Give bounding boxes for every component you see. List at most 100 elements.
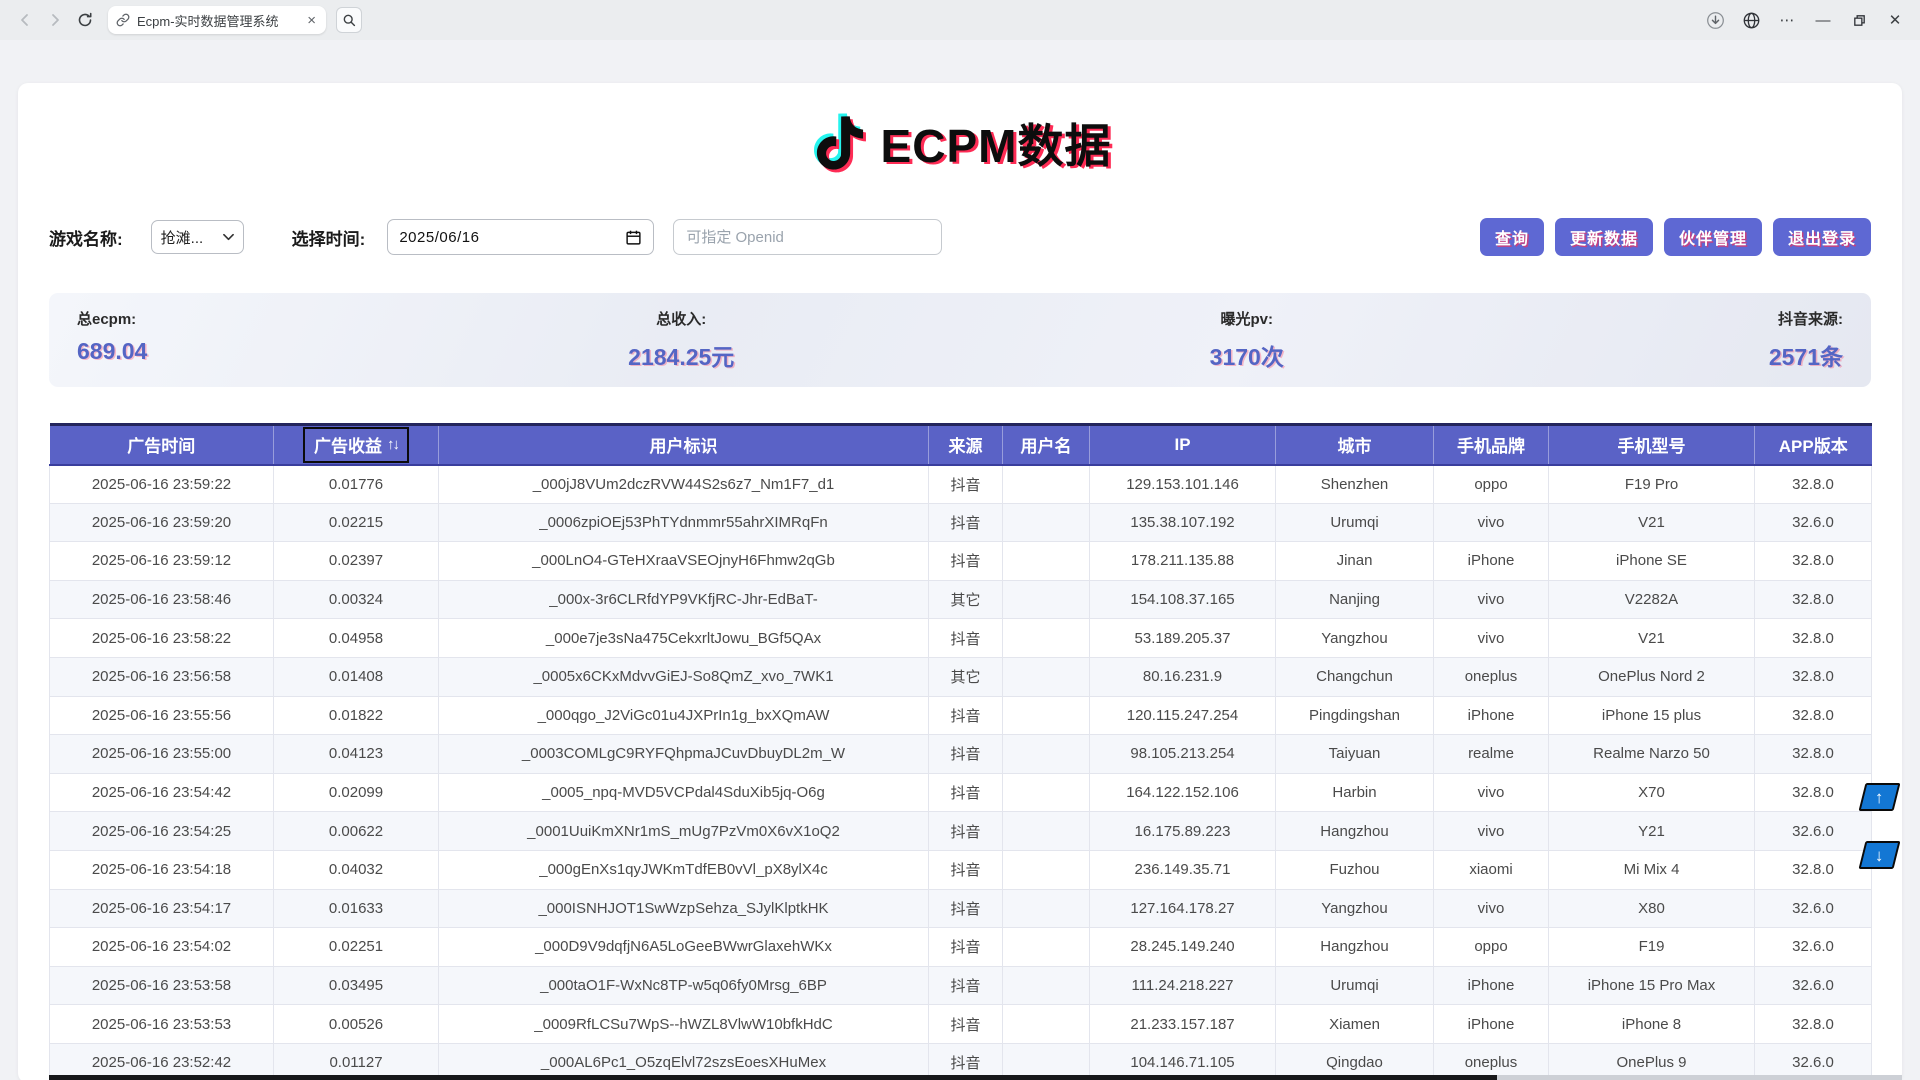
table-cell: xiaomi xyxy=(1433,850,1549,890)
table-cell: 抖音 xyxy=(928,503,1003,543)
table-cell: 抖音 xyxy=(928,541,1003,581)
header-phone-brand: 手机品牌 xyxy=(1433,424,1549,466)
table-body: 2025-06-16 23:59:22 0.01776 _000jJ8VUm2dcz… xyxy=(49,464,1872,1080)
table-cell: 0.00526 xyxy=(273,1004,439,1044)
table-cell: 32.6.0 xyxy=(1754,927,1872,967)
table-cell: 80.16.231.9 xyxy=(1089,657,1276,697)
header-phone-model: 手机型号 xyxy=(1548,424,1755,466)
table-cell: 32.6.0 xyxy=(1754,966,1872,1006)
game-select[interactable]: 抢滩... xyxy=(150,220,244,254)
table-cell: 129.153.101.146 xyxy=(1089,464,1276,504)
forward-icon[interactable] xyxy=(42,7,68,33)
table-cell xyxy=(1002,966,1090,1006)
table-cell: 0.01822 xyxy=(273,696,439,736)
table-cell: vivo xyxy=(1433,889,1549,929)
sort-arrows-icon: ↑↓ xyxy=(387,435,400,453)
table-cell: Taiyuan xyxy=(1275,734,1434,774)
stats-bar: 总ecpm: 689.04 总收入: 2184.25元 曝光pv: 3170次 … xyxy=(49,293,1871,387)
logout-button[interactable]: 退出登录 xyxy=(1772,218,1871,256)
table-cell: 53.189.205.37 xyxy=(1089,618,1276,658)
partner-management-button[interactable]: 伙伴管理 xyxy=(1663,218,1762,256)
date-input[interactable]: 2025/06/16 xyxy=(387,219,655,255)
link-icon xyxy=(116,13,130,27)
query-button[interactable]: 查询 xyxy=(1479,218,1544,256)
table-row: 2025-06-16 23:59:12 0.02397 _000LnO4-GTeHX… xyxy=(49,541,1872,581)
close-icon[interactable]: ✕ xyxy=(1888,12,1902,29)
update-data-button[interactable]: 更新数据 xyxy=(1554,218,1653,256)
back-icon[interactable] xyxy=(12,7,38,33)
table-cell: 0.01633 xyxy=(273,889,439,929)
menu-ellipsis-icon[interactable]: ⋯ xyxy=(1779,12,1795,29)
table-cell: 2025-06-16 23:53:58 xyxy=(49,966,274,1006)
tab-title: Ecpm-实时数据管理系统 xyxy=(137,13,279,29)
time-label: 选择时间: xyxy=(291,229,366,249)
table-cell: 其它 xyxy=(928,657,1003,697)
table-cell: _000qgo_J2ViGc01u4JXPrIn1g_bxXQmAW xyxy=(438,696,929,736)
search-icon[interactable] xyxy=(336,7,362,33)
table-cell: 32.8.0 xyxy=(1754,850,1872,890)
sort-box[interactable]: 广告收益 ↑↓ xyxy=(303,426,409,463)
game-select-value: 抢滩... xyxy=(160,229,204,247)
table-cell: iPhone 15 plus xyxy=(1548,696,1755,736)
table-cell: 2025-06-16 23:54:42 xyxy=(49,773,274,813)
table-cell: _000taO1F-WxNc8TP-w5q06fy0Mrsg_6BP xyxy=(438,966,929,1006)
table-row: 2025-06-16 23:54:17 0.01633 _000ISNHJOT1Sw… xyxy=(49,889,1872,929)
browser-tab[interactable]: Ecpm-实时数据管理系统 × xyxy=(108,6,326,34)
table-cell: vivo xyxy=(1433,580,1549,620)
table-row: 2025-06-16 23:54:42 0.02099 _0005_npq-MVD5… xyxy=(49,773,1872,813)
table-cell: 2025-06-16 23:56:58 xyxy=(49,657,274,697)
table-cell xyxy=(1002,696,1090,736)
table-cell: Y21 xyxy=(1548,811,1755,851)
table-cell: OnePlus Nord 2 xyxy=(1548,657,1755,697)
table-cell: _000ISNHJOT1SwWzpSehza_SJylKlptkHK xyxy=(438,889,929,929)
table-cell: 0.02099 xyxy=(273,773,439,813)
table-row: 2025-06-16 23:59:22 0.01776 _000jJ8VUm2dcz… xyxy=(49,464,1872,504)
table-cell xyxy=(1002,773,1090,813)
header-ad-revenue-sort[interactable]: 广告收益 ↑↓ xyxy=(273,424,439,466)
table-cell: Urumqi xyxy=(1275,966,1434,1006)
table-row: 2025-06-16 23:56:58 0.01408 _0005x6CKxMdvv… xyxy=(49,657,1872,697)
table-cell: 2025-06-16 23:54:25 xyxy=(49,811,274,851)
table-cell: 其它 xyxy=(928,580,1003,620)
table-cell: 32.6.0 xyxy=(1754,1043,1872,1080)
table-cell: 32.8.0 xyxy=(1754,580,1872,620)
globe-icon[interactable] xyxy=(1736,6,1766,34)
table-cell: OnePlus 9 xyxy=(1548,1043,1755,1080)
table-cell: Realme Narzo 50 xyxy=(1548,734,1755,774)
tab-close-icon[interactable]: × xyxy=(307,11,316,29)
minimize-icon[interactable]: — xyxy=(1815,11,1831,29)
reload-icon[interactable] xyxy=(72,7,98,33)
table-cell: realme xyxy=(1433,734,1549,774)
table-cell: 0.00324 xyxy=(273,580,439,620)
table-row: 2025-06-16 23:58:22 0.04958 _000e7je3sNa47… xyxy=(49,618,1872,658)
table-cell xyxy=(1002,811,1090,851)
download-icon[interactable] xyxy=(1700,6,1730,34)
header-username: 用户名 xyxy=(1002,424,1090,466)
scroll-down-button[interactable]: ↓ xyxy=(1858,841,1901,869)
horizontal-scrollbar-thumb[interactable] xyxy=(49,1075,1497,1080)
table-cell: 32.8.0 xyxy=(1754,773,1872,813)
table-cell: Mi Mix 4 xyxy=(1548,850,1755,890)
scroll-up-button[interactable]: ↑ xyxy=(1858,783,1901,811)
table-cell: _0006zpiOEj53PhTYdnmmr55ahrXIMRqFn xyxy=(438,503,929,543)
restore-icon[interactable] xyxy=(1844,6,1874,34)
table-row: 2025-06-16 23:54:18 0.04032 _000gEnXs1qyJW… xyxy=(49,850,1872,890)
game-name-label: 游戏名称: xyxy=(49,229,123,249)
table-cell: oneplus xyxy=(1433,657,1549,697)
table-cell: vivo xyxy=(1433,773,1549,813)
table-cell: 154.108.37.165 xyxy=(1089,580,1276,620)
table-cell: _0005x6CKxMdvvGiEJ-So8QmZ_xvo_7WK1 xyxy=(438,657,929,697)
table-cell: oppo xyxy=(1433,927,1549,967)
table-row: 2025-06-16 23:55:56 0.01822 _000qgo_J2ViGc… xyxy=(49,696,1872,736)
table-cell: 0.01408 xyxy=(273,657,439,697)
table-cell: 2025-06-16 23:59:22 xyxy=(49,464,274,504)
table-cell: Jinan xyxy=(1275,541,1434,581)
table-row: 2025-06-16 23:53:53 0.00526 _0009RfLCSu7Wp… xyxy=(49,1004,1872,1044)
table-cell: 236.149.35.71 xyxy=(1089,850,1276,890)
table-cell: Hangzhou xyxy=(1275,927,1434,967)
header-ad-time: 广告时间 xyxy=(49,424,274,466)
openid-input[interactable] xyxy=(673,219,943,255)
header-user-id: 用户标识 xyxy=(438,424,929,466)
table-cell: 120.115.247.254 xyxy=(1089,696,1276,736)
table-cell: X80 xyxy=(1548,889,1755,929)
